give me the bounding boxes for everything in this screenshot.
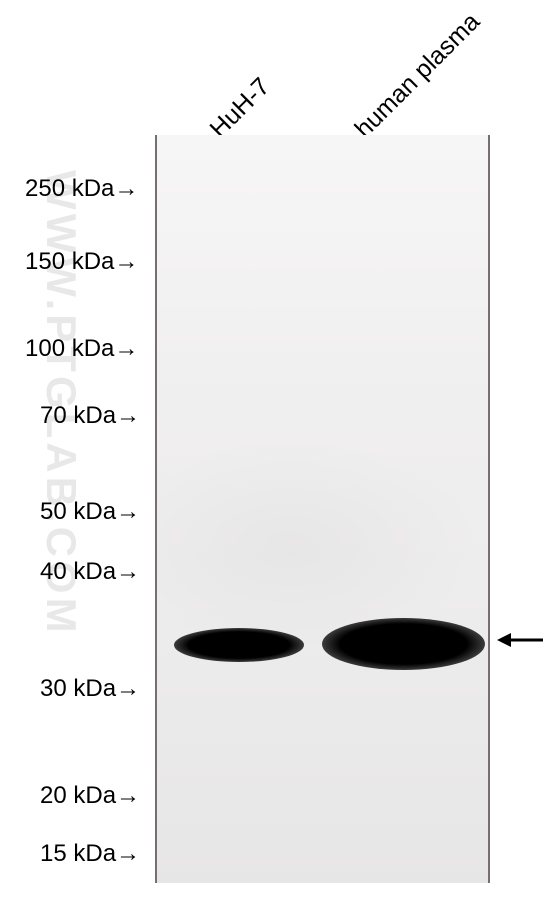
marker-30: 30 kDa→ [40, 675, 140, 703]
marker-20: 20 kDa→ [40, 782, 140, 810]
marker-40: 40 kDa→ [40, 558, 140, 586]
marker-15: 15 kDa→ [40, 840, 140, 868]
target-band-arrow [495, 625, 545, 655]
lane-label-2: human plasma [349, 8, 485, 144]
marker-100: 100 kDa→ [25, 335, 138, 363]
marker-150: 150 kDa→ [25, 248, 138, 276]
marker-70: 70 kDa→ [40, 402, 140, 430]
blot-figure: WWW.PTGLAB.COM HuH-7 human plasma 250 kD… [0, 0, 550, 903]
marker-250: 250 kDa→ [25, 175, 138, 203]
lane-label-1: HuH-7 [204, 72, 276, 144]
marker-50: 50 kDa→ [40, 498, 140, 526]
band-lane-2 [322, 618, 485, 670]
band-lane-1 [174, 628, 304, 662]
blot-membrane [155, 135, 490, 883]
